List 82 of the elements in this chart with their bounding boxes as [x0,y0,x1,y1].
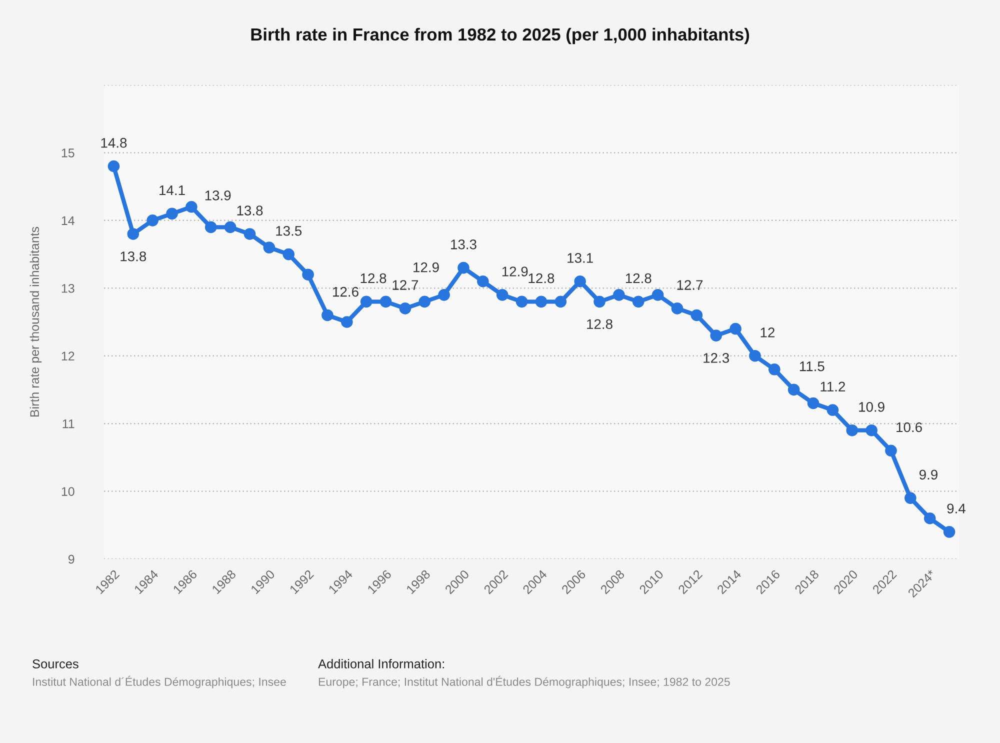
point [302,268,314,281]
point [885,444,897,457]
point [282,248,295,260]
data-label: 13.9 [205,190,231,200]
data-label: 12.8 [587,319,612,330]
data-label: 13.5 [276,226,302,236]
y-tick-label: 14 [62,216,74,225]
point [613,289,625,301]
y-tick-label: 11 [62,420,74,428]
point [671,302,684,314]
point [710,330,722,342]
data-label: 12.7 [392,280,418,290]
point [690,309,703,322]
data-label: 12.6 [333,286,358,297]
data-label: 14.8 [101,138,127,148]
point [204,221,217,234]
data-label: 11.2 [820,382,845,392]
point [380,296,392,308]
point [826,404,839,416]
point [438,289,450,301]
text: Institut National d´Études Démographiques; Insee [33,676,286,688]
data-label: 9.9 [919,470,938,480]
data-label: 12.8 [360,273,386,284]
point [146,214,158,226]
data-label: 14.1 [160,185,185,196]
point [924,512,936,524]
y-tick-label: 15 [62,148,74,158]
data-label: 13.1 [568,253,593,263]
data-label: 12.9 [414,262,439,272]
data-label: 9.4 [947,504,966,514]
data-label: 12.8 [626,273,652,284]
chart-title: Birth rate in France from 1982 to 2025 (per 1,000 inhabitants) [251,28,750,44]
data-label: 13.8 [237,206,263,216]
text: Sources [32,659,78,668]
point [166,208,178,220]
y-axis-title: Birth rate per thousand inhabitants [30,226,42,417]
point [360,296,372,308]
point [322,309,334,322]
point [535,296,548,308]
y-tick-label: 12 [62,352,74,360]
point [807,397,820,410]
point [458,262,470,274]
data-label: 13.3 [451,240,476,250]
point [399,302,412,314]
point [574,275,586,288]
point [846,424,858,436]
point [340,316,353,328]
point [127,228,140,240]
point [730,322,742,335]
point [186,200,198,213]
data-label: 12.8 [528,273,554,284]
data-label: 10.6 [896,422,922,432]
text: Europe; France; Institut National d'Études Démographiques; Insee; 1982 to 2025 [318,676,730,688]
data-label: 13.8 [120,251,146,262]
point [943,526,956,538]
y-tick-label: 13 [62,284,74,293]
data-label: 12.7 [677,280,703,290]
point [554,296,567,308]
data-label: 10.9 [859,402,884,412]
point [768,363,780,376]
data-label: 12.9 [502,266,528,276]
point [594,296,606,308]
point [788,384,800,396]
y-tick-label: 10 [62,487,74,496]
text: Additional Information: [318,659,444,668]
point [516,296,528,308]
point [224,221,236,234]
point [263,242,276,254]
data-label: 11.5 [800,362,824,372]
point [477,275,489,288]
y-tick-label: 9 [68,554,74,564]
data-label: 12 [760,328,774,338]
point [904,492,916,504]
point [244,228,256,240]
point [418,296,431,308]
point [632,296,644,308]
point [866,424,878,436]
point [652,289,664,301]
data-label: 12.3 [704,353,730,363]
point [749,350,761,362]
point [496,289,508,301]
point [108,160,120,172]
